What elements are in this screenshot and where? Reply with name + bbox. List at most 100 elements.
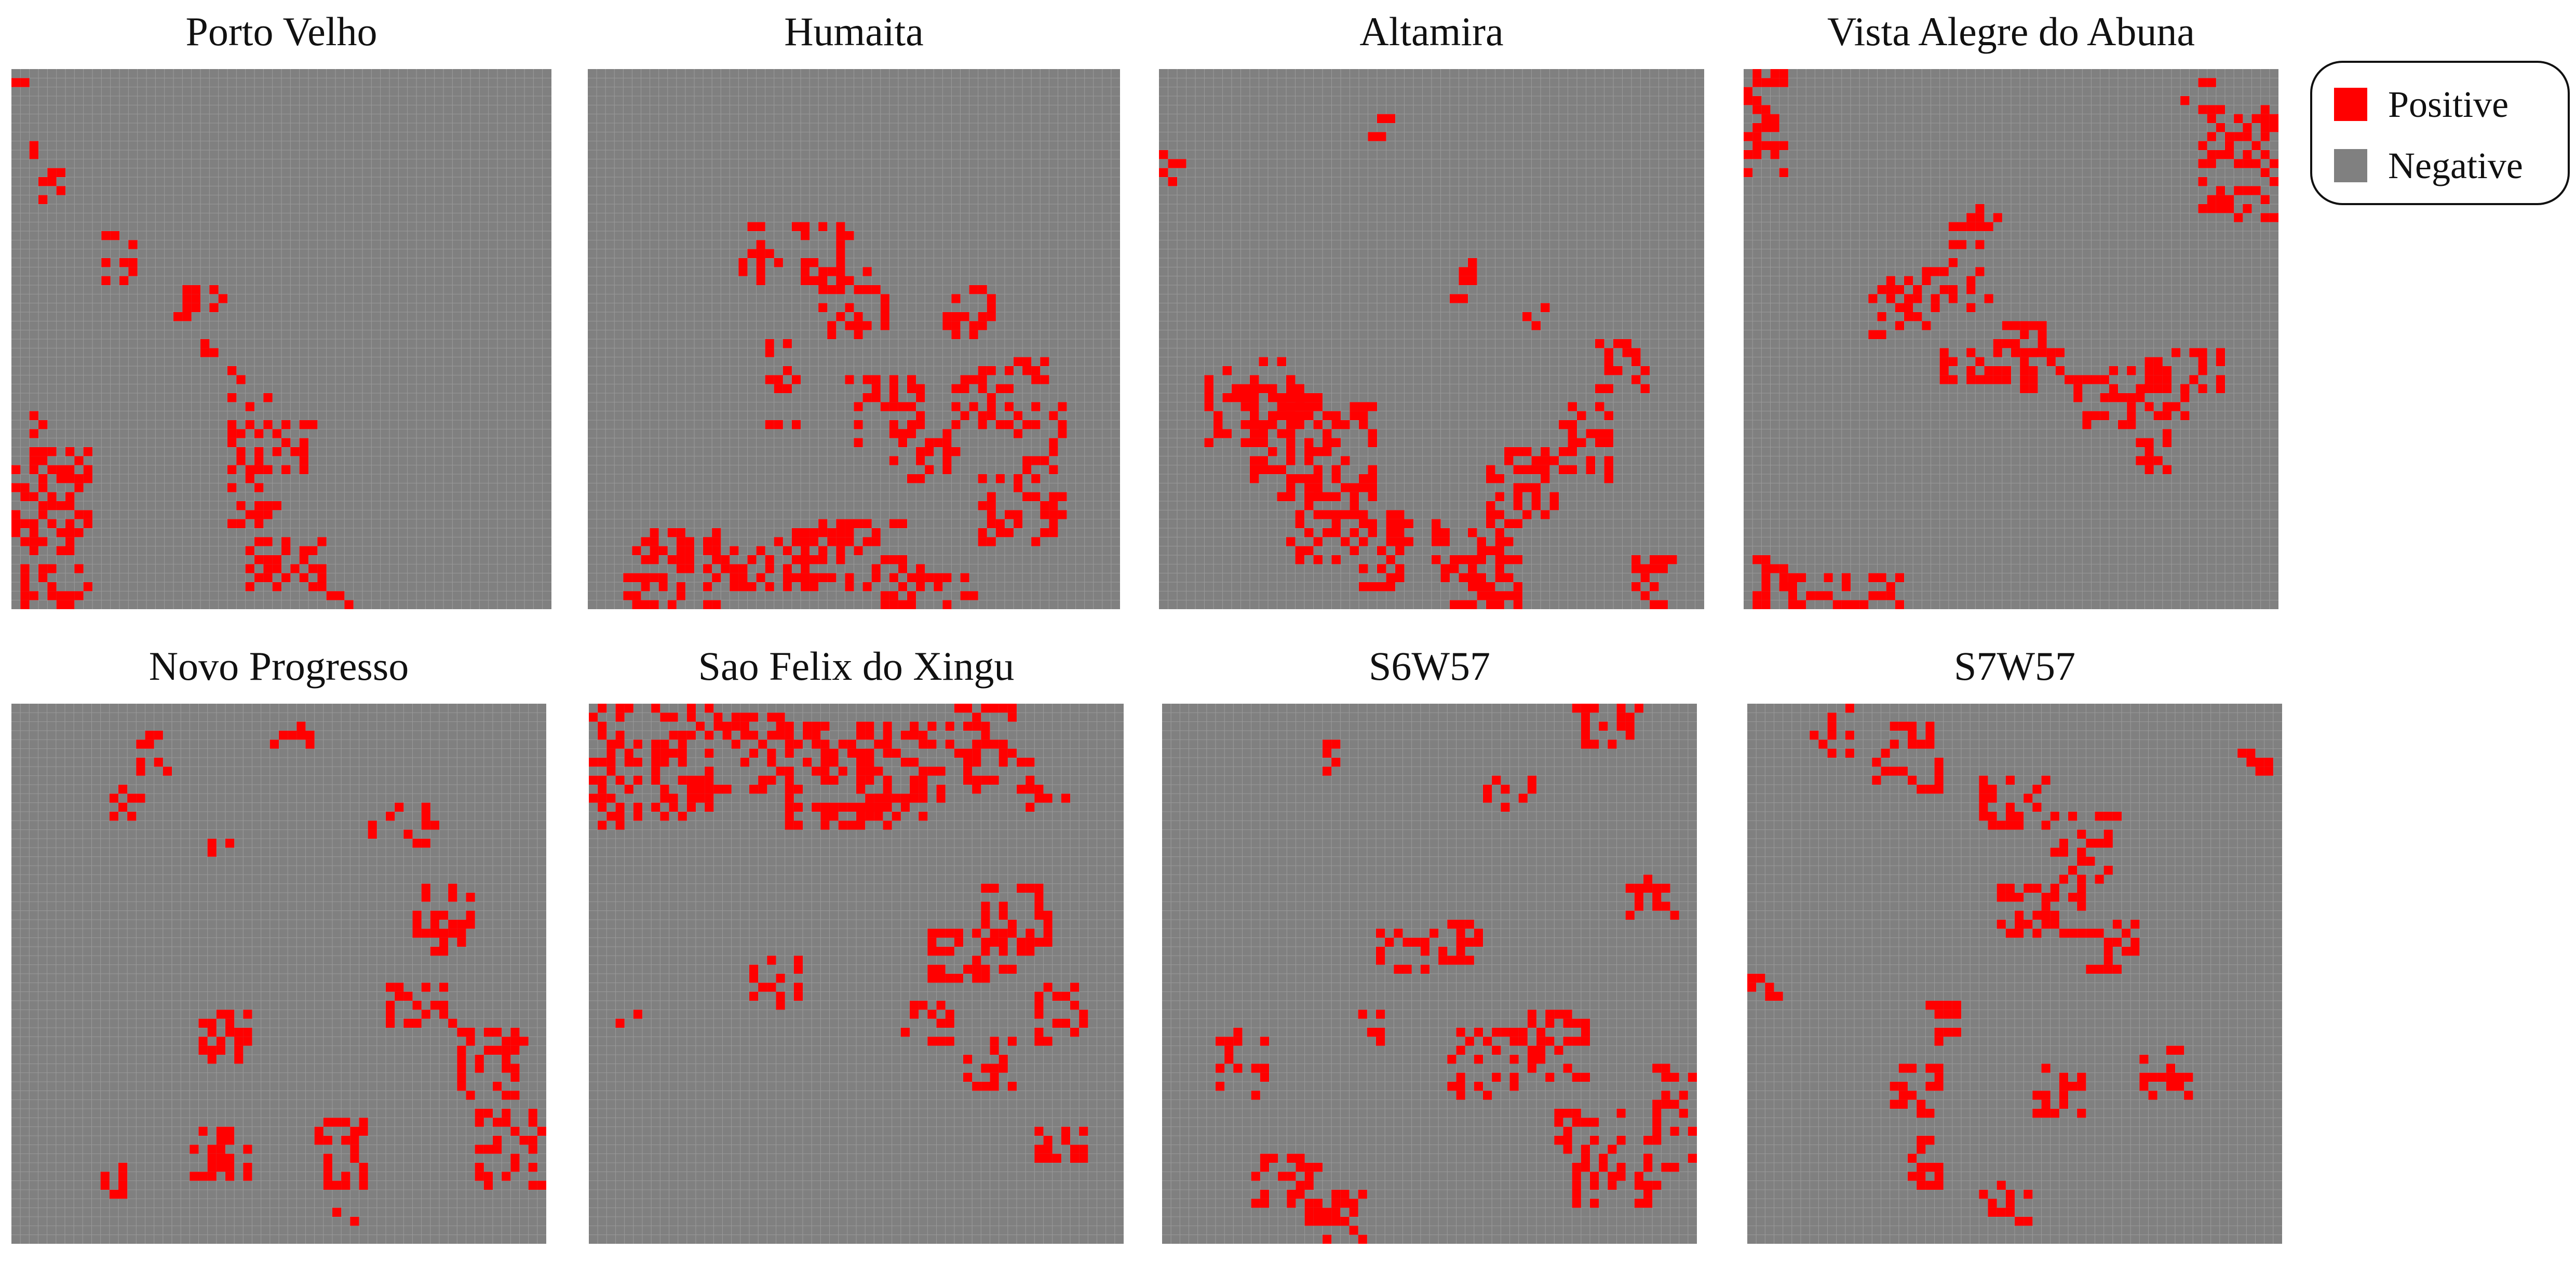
positive-cell [731,721,740,731]
positive-cell [936,1001,946,1010]
positive-cell [1296,1153,1305,1163]
positive-cell [1668,555,1677,565]
positive-cell [2234,186,2243,195]
positive-cell [1761,600,1771,609]
positive-cell [1313,555,1323,565]
positive-cell [1395,564,1405,573]
positive-cell [1250,438,1259,447]
positive-cell [403,991,413,1001]
positive-cell [1251,1091,1260,1100]
positive-cell [457,1045,466,1055]
positive-cell [2243,186,2252,195]
positive-cell [916,456,925,465]
positive-cell [1868,591,1878,600]
positive-cell [1260,1037,1269,1046]
positive-cell [1625,731,1635,740]
positive-cell [2029,375,2038,384]
positive-cell [109,812,118,821]
positive-cell [1590,1172,1599,1181]
positive-cell [288,731,297,740]
positive-cell [1456,1028,1465,1037]
positive-cell [2029,321,2038,330]
positive-cell [987,537,996,546]
positive-cell [898,555,907,565]
positive-cell [528,1145,537,1154]
positive-cell [1022,420,1032,429]
positive-cell [916,411,925,420]
positive-cell [987,312,996,321]
positive-cell [2068,812,2078,821]
positive-cell [1824,573,1833,582]
positive-cell [1752,141,1762,150]
positive-cell [1572,1118,1581,1127]
positive-cell [696,785,705,794]
positive-cell [1429,929,1439,938]
positive-cell [1070,1145,1080,1154]
positive-cell [1250,456,1259,465]
positive-cell [308,582,318,592]
positive-cell [2153,357,2163,366]
positive-cell [2086,929,2095,938]
positive-cell [1504,591,1514,600]
positive-cell [2050,920,2059,929]
positive-cell [245,546,254,555]
positive-cell [299,573,308,582]
positive-cell [1277,402,1286,411]
positive-cell [1913,285,1922,294]
positive-cell [1650,564,1659,573]
positive-cell [2139,1082,2149,1091]
positive-cell [1925,1064,1935,1073]
positive-cell [856,802,866,812]
positive-cell [173,312,183,321]
positive-cell [1286,420,1296,429]
positive-cell [20,591,30,600]
positive-cell [1296,1190,1305,1199]
positive-cell [2260,150,2270,159]
positive-cell [1376,1028,1385,1037]
positive-cell [510,1064,520,1073]
positive-cell [2077,829,2086,839]
positive-cell [934,582,943,592]
positive-cell [1779,573,1788,582]
positive-cell [299,438,308,447]
positive-cell [660,748,669,758]
positive-cell [483,1028,493,1037]
positive-cell [2198,78,2207,87]
positive-cell [1563,1109,1572,1118]
positive-cell [1613,339,1623,348]
positive-cell [1917,1163,1926,1172]
positive-cell [1650,600,1659,609]
positive-cell [774,375,783,384]
positive-cell [847,740,856,749]
positive-cell [190,1145,199,1154]
positive-cell [466,1028,475,1037]
positive-cell [1604,438,1613,447]
positive-cell [38,456,48,465]
positive-cell [862,321,872,330]
positive-cell [272,447,281,456]
positive-cell [1323,438,1332,447]
positive-cell [1268,465,1277,474]
positive-cell [883,775,892,785]
positive-cell [1886,294,1895,303]
positive-cell [1563,1010,1572,1019]
positive-cell [972,748,981,758]
positive-cell [1007,1082,1017,1091]
positive-cell [696,775,705,785]
positive-cell [483,1109,493,1118]
map-panel-altamira: Altamira [1159,9,1704,609]
panel-title: S7W57 [1954,643,2075,689]
positive-cell [1323,1207,1332,1217]
positive-cell [972,740,981,749]
positive-cell [862,285,872,294]
grid-lines [11,704,546,1244]
positive-cell [2059,929,2068,938]
positive-cell [254,519,264,528]
positive-cell [889,456,898,465]
positive-cell [883,821,892,830]
positive-cell [730,573,739,582]
positive-cell [1404,519,1413,528]
positive-cell [936,974,946,983]
positive-cell [722,721,732,731]
positive-cell [820,802,830,812]
